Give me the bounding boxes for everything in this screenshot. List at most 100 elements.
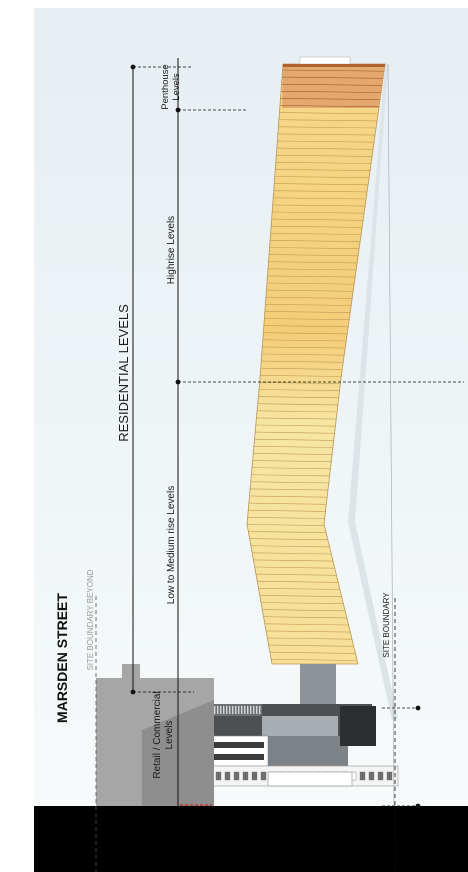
floor-line xyxy=(257,403,339,406)
floor-line xyxy=(272,211,365,214)
floor-line xyxy=(255,431,335,434)
floor-line xyxy=(264,623,349,626)
floor-line xyxy=(271,659,357,661)
podium-roof-strip xyxy=(212,704,262,716)
floor-line xyxy=(256,417,337,420)
podium-window xyxy=(359,771,366,781)
floor-line xyxy=(255,573,337,576)
floor-line xyxy=(267,268,357,271)
podium-window xyxy=(251,771,258,781)
floor-line xyxy=(259,382,341,384)
floor-line xyxy=(259,595,342,597)
floor-line xyxy=(250,545,330,548)
roof-vent xyxy=(256,706,258,714)
roof-edge xyxy=(283,64,385,67)
site-boundary-beyond-label: SITE BOUNDARY BEYOND xyxy=(86,569,95,670)
floor-line xyxy=(268,254,359,257)
floor-line xyxy=(279,112,379,115)
roof-cap xyxy=(299,56,351,65)
roof-vent xyxy=(223,706,225,714)
floor-line xyxy=(271,225,363,228)
floor-line xyxy=(254,566,335,569)
floor-line xyxy=(263,332,348,335)
floor-line xyxy=(249,495,328,498)
floor-line xyxy=(280,98,381,100)
floor-line xyxy=(262,609,345,612)
floor-line xyxy=(265,296,353,299)
roof-vent xyxy=(241,706,243,714)
floor-line xyxy=(264,318,350,320)
roof-vent xyxy=(250,706,252,714)
dimension-nodes xyxy=(130,64,421,809)
floor-line xyxy=(261,353,345,356)
podium-facade-right xyxy=(340,706,376,746)
floor-line xyxy=(265,304,352,306)
roof-vent xyxy=(229,706,231,714)
podium-window xyxy=(368,771,375,781)
street-name-label: MARSDEN STREET xyxy=(54,593,70,723)
floor-line xyxy=(278,119,378,122)
podium-window xyxy=(377,771,384,781)
floor-line xyxy=(250,488,329,491)
roof-vent xyxy=(253,706,255,714)
floor-line xyxy=(276,154,373,157)
dimension-lines xyxy=(95,58,464,872)
floor-line xyxy=(260,375,342,377)
floor-line xyxy=(252,552,332,555)
floor-line xyxy=(257,580,338,583)
floor-line xyxy=(270,233,362,235)
floor-line xyxy=(261,360,344,363)
podium-roof-vents xyxy=(214,706,261,714)
floor-plate-lines xyxy=(247,69,385,661)
podium-upper-white xyxy=(211,735,269,767)
residential-levels-label: RESIDENTIAL LEVELS xyxy=(116,304,131,442)
podium-window xyxy=(224,771,231,781)
floor-line xyxy=(276,147,374,150)
roof-vent xyxy=(217,706,219,714)
tower-body xyxy=(246,63,386,665)
podium-window-band-1 xyxy=(214,742,264,748)
low-medium-rise-levels-label: Low to Medium rise Levels xyxy=(166,486,177,604)
highrise-levels-label: Highrise Levels xyxy=(166,216,177,284)
floor-line xyxy=(267,637,352,640)
roof-vent xyxy=(235,706,237,714)
floor-line xyxy=(275,162,372,164)
floor-line xyxy=(255,424,336,427)
penthouse-levels-label-line1: Penthouse xyxy=(160,64,171,109)
floor-line xyxy=(281,76,384,79)
floor-line xyxy=(273,197,367,200)
floor-line xyxy=(251,474,330,477)
floor-line xyxy=(253,453,333,455)
roof-vent xyxy=(232,706,234,714)
floor-line xyxy=(258,389,340,391)
floor-line xyxy=(282,69,385,72)
floor-line xyxy=(258,396,339,399)
podium-grey-block xyxy=(262,716,338,736)
roof-vent xyxy=(220,706,222,714)
floor-line xyxy=(264,311,351,313)
floor-line xyxy=(250,481,329,484)
floor-line xyxy=(274,183,369,186)
floor-line xyxy=(263,616,347,619)
podium-window xyxy=(260,771,267,781)
roof-vent xyxy=(247,706,249,714)
roof-vent xyxy=(214,706,216,714)
floor-line xyxy=(278,126,377,129)
retail-commercial-label-line1: Retail / Commercial xyxy=(152,691,163,778)
floor-line xyxy=(273,190,368,193)
podium-window xyxy=(233,771,240,781)
floor-line xyxy=(277,133,376,136)
floor-line xyxy=(266,289,354,292)
floor-line xyxy=(251,467,331,470)
floor-line xyxy=(248,502,327,505)
floor-line xyxy=(271,218,364,221)
floor-line xyxy=(263,325,349,328)
tower-shadow xyxy=(348,64,398,720)
podium-window xyxy=(386,771,393,781)
floor-line xyxy=(281,83,383,86)
podium-window-band-2 xyxy=(214,754,264,760)
floor-line xyxy=(262,346,346,349)
roof-vent xyxy=(259,706,261,714)
floor-line xyxy=(266,630,351,633)
site-boundary-slope xyxy=(387,63,395,807)
